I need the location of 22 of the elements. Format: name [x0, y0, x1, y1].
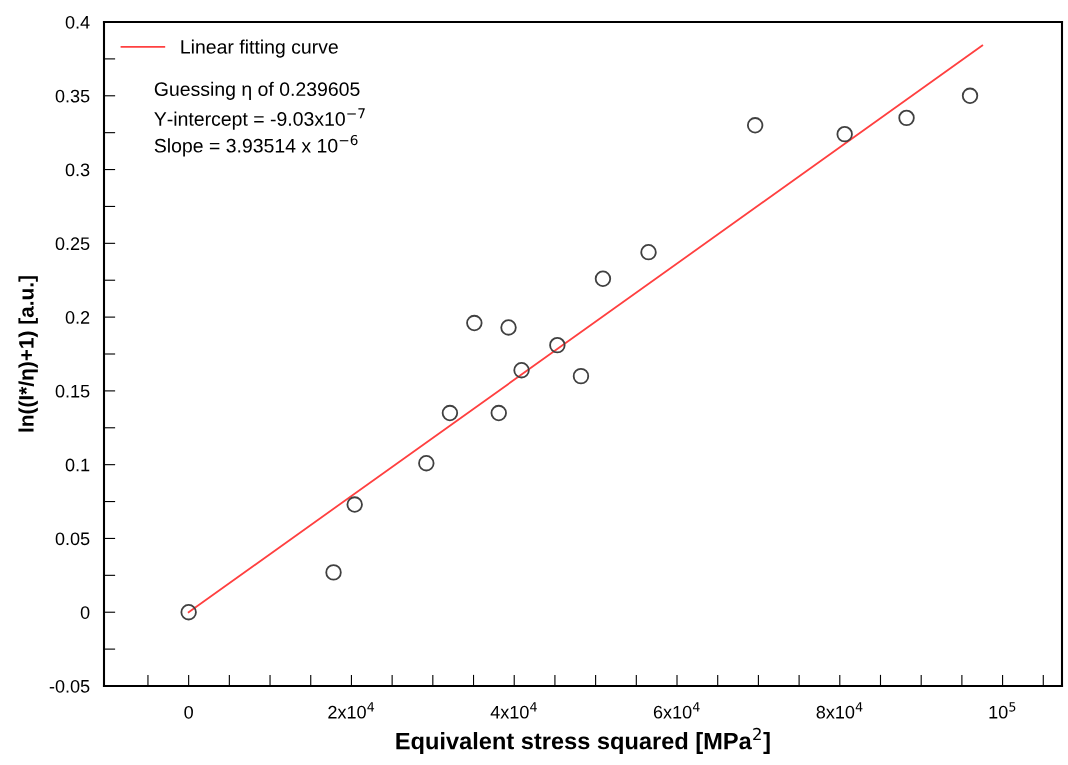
x-tick-label: 6x10$^{4}$: [653, 702, 700, 719]
annotation: Guessing η of 0.239605: [154, 81, 360, 100]
x-tick-label: 10$^{5}$: [989, 702, 1016, 719]
y-tick-label: 0.4: [65, 15, 90, 29]
y-tick-label: 0.35: [55, 89, 90, 103]
x-tick-label: 0: [184, 705, 193, 719]
y-tick-label: 0.05: [55, 532, 90, 546]
y-tick-label: -0.05: [49, 679, 90, 693]
y-tick-label: 0: [80, 606, 90, 619]
x-axis-title: Equivalent stress squared [MPa$^{2}$]: [396, 727, 770, 755]
x-tick-label: 2x10$^{4}$: [328, 702, 375, 719]
y-tick-label: 0.15: [55, 384, 90, 398]
y-tick-label: 0.25: [55, 237, 90, 251]
x-tick-label: 8x10$^{4}$: [816, 702, 863, 719]
y-tick-label: 0.1: [65, 458, 90, 472]
annotation: Y-intercept = -9.03x10$^{−7}$: [154, 108, 365, 130]
annotation: Slope = 3.93514 x 10$^{−6}$: [154, 134, 358, 157]
y-tick-label: 0.3: [65, 163, 90, 177]
y-tick-label: 0.2: [65, 311, 90, 324]
legend-label: Linear fitting curve: [181, 39, 338, 58]
x-tick-label: 4x10$^{4}$: [490, 702, 537, 719]
y-axis-title: ln((I*/η)+1) [a.u.]: [18, 276, 38, 432]
